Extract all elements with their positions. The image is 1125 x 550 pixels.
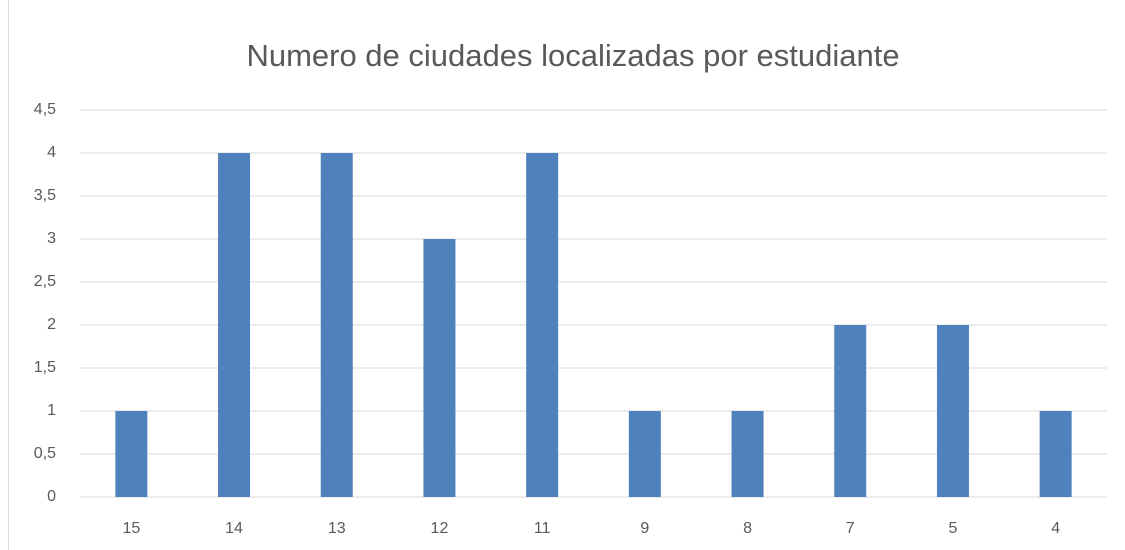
bar [320, 153, 353, 497]
bar [115, 411, 148, 497]
y-tick-label: 4,5 [34, 101, 56, 118]
x-tick-label: 8 [743, 520, 752, 537]
x-tick-label: 9 [640, 520, 649, 537]
bar [218, 153, 251, 497]
chart-title: Numero de ciudades localizadas por estud… [246, 38, 899, 73]
y-tick-label: 1,5 [34, 359, 56, 376]
bar [526, 153, 559, 497]
y-tick-label: 0 [47, 488, 56, 505]
y-tick-label: 2,5 [34, 273, 56, 290]
y-tick-label: 4 [47, 144, 56, 161]
bar [1039, 411, 1072, 497]
bar [423, 239, 456, 497]
x-tick-label: 5 [948, 520, 957, 537]
y-tick-label: 3,5 [34, 187, 56, 204]
x-tick-label: 13 [328, 520, 346, 537]
x-tick-label: 4 [1051, 520, 1060, 537]
bar [936, 325, 969, 497]
y-tick-label: 2 [47, 316, 56, 333]
y-tick-label: 0,5 [34, 445, 56, 462]
x-tick-label: 15 [122, 520, 140, 537]
x-tick-label: 7 [846, 520, 855, 537]
x-tick-label: 14 [225, 520, 243, 537]
x-tick-label: 12 [431, 520, 449, 537]
y-tick-label: 1 [47, 402, 56, 419]
bar [731, 411, 764, 497]
bar [834, 325, 867, 497]
x-tick-label: 11 [534, 520, 551, 537]
y-tick-label: 3 [47, 230, 56, 247]
bar [628, 411, 661, 497]
